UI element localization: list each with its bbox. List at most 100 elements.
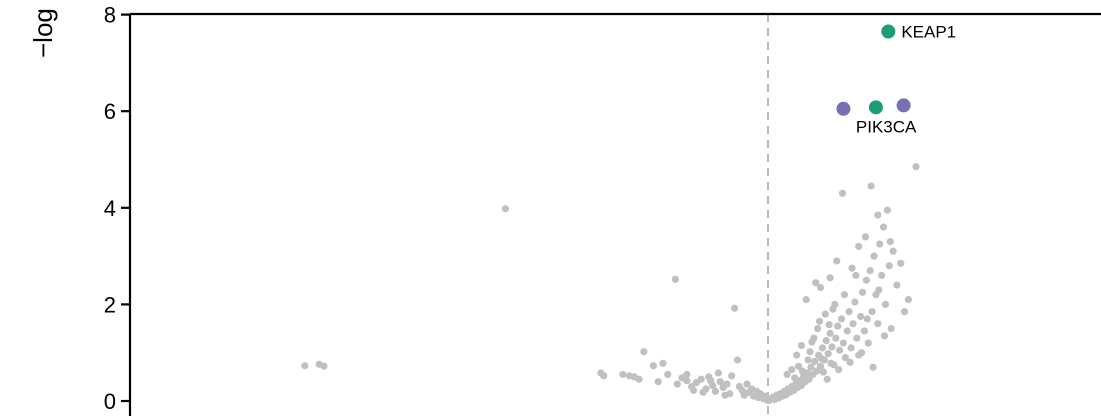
data-point	[846, 358, 854, 366]
data-point	[826, 274, 834, 282]
data-point	[831, 300, 839, 308]
data-point	[811, 357, 819, 365]
data-point	[900, 308, 909, 316]
data-point	[819, 368, 827, 376]
data-point	[635, 375, 643, 383]
data-point	[619, 370, 627, 379]
highlighted-points: KEAP1 PIK3CA	[836, 23, 956, 136]
y-tick-label: 6	[104, 99, 116, 124]
data-point	[835, 366, 843, 374]
point-label: PIK3CA	[856, 117, 917, 136]
data-point	[812, 279, 820, 287]
y-axis-title: −log	[28, 8, 58, 58]
data-point	[875, 286, 883, 294]
data-point	[320, 362, 328, 370]
data-point	[783, 370, 791, 379]
data-point	[858, 288, 867, 296]
data-point	[874, 211, 882, 219]
data-point	[841, 353, 849, 362]
data-point	[808, 338, 816, 346]
data-point	[861, 233, 870, 241]
data-point	[797, 341, 806, 350]
y-tick-label: 8	[104, 3, 116, 28]
data-point	[848, 264, 856, 272]
data-point	[730, 304, 739, 312]
data-point	[869, 363, 877, 371]
highlighted-point	[836, 101, 851, 116]
data-point	[659, 359, 667, 367]
data-point	[870, 252, 878, 260]
data-point	[697, 375, 705, 383]
data-point	[804, 356, 812, 364]
data-point	[794, 362, 803, 370]
data-point	[849, 320, 857, 328]
data-point	[699, 388, 707, 396]
y-tick-label: 4	[104, 196, 116, 221]
data-point	[815, 317, 824, 325]
data-point	[878, 271, 886, 280]
data-point	[840, 291, 849, 299]
data-point	[879, 223, 888, 231]
data-point	[501, 205, 509, 213]
data-point	[843, 327, 851, 335]
data-point	[806, 348, 814, 356]
data-point	[723, 380, 731, 388]
data-point	[798, 367, 806, 375]
data-point	[874, 320, 882, 328]
data-point	[885, 262, 893, 270]
data-point	[838, 189, 847, 197]
data-point	[821, 310, 829, 318]
data-point	[904, 295, 912, 304]
data-point	[855, 242, 863, 251]
highlighted-point	[896, 98, 911, 113]
data-point	[714, 369, 722, 377]
data-point	[822, 337, 830, 345]
data-point	[845, 308, 853, 316]
highlighted-point	[881, 24, 896, 39]
data-point	[887, 324, 895, 333]
data-point	[640, 348, 648, 356]
data-point	[860, 327, 869, 335]
data-point	[654, 378, 662, 386]
data-point	[847, 344, 855, 352]
data-point	[868, 308, 876, 316]
data-point	[721, 391, 729, 399]
data-point	[301, 362, 309, 370]
data-point	[883, 206, 891, 214]
data-point	[826, 329, 834, 337]
data-point	[824, 350, 832, 358]
data-point	[828, 343, 836, 351]
data-point	[852, 271, 860, 280]
background-points	[301, 163, 920, 405]
data-point	[876, 240, 884, 248]
data-point	[664, 370, 672, 379]
data-point	[893, 281, 901, 289]
data-point	[862, 276, 870, 284]
y-axis-label: −log	[28, 8, 58, 58]
data-point	[683, 370, 691, 379]
data-point	[867, 182, 875, 190]
data-point	[897, 259, 905, 267]
data-point	[834, 322, 842, 330]
data-point	[851, 298, 859, 306]
data-point	[743, 380, 751, 388]
data-point	[880, 332, 889, 340]
data-point	[827, 359, 835, 367]
data-point	[832, 334, 840, 342]
data-point	[711, 387, 720, 395]
data-point	[600, 372, 608, 380]
data-point	[802, 295, 810, 304]
data-point	[823, 375, 831, 383]
data-point	[912, 163, 920, 171]
point-label: KEAP1	[901, 23, 956, 42]
data-point	[671, 275, 679, 283]
data-point	[791, 374, 799, 382]
data-point	[807, 363, 815, 371]
y-tick-label: 2	[104, 292, 116, 317]
data-point	[814, 324, 822, 333]
data-point	[816, 283, 825, 292]
data-point	[818, 344, 827, 352]
highlighted-point	[868, 100, 883, 115]
data-point	[683, 377, 691, 385]
